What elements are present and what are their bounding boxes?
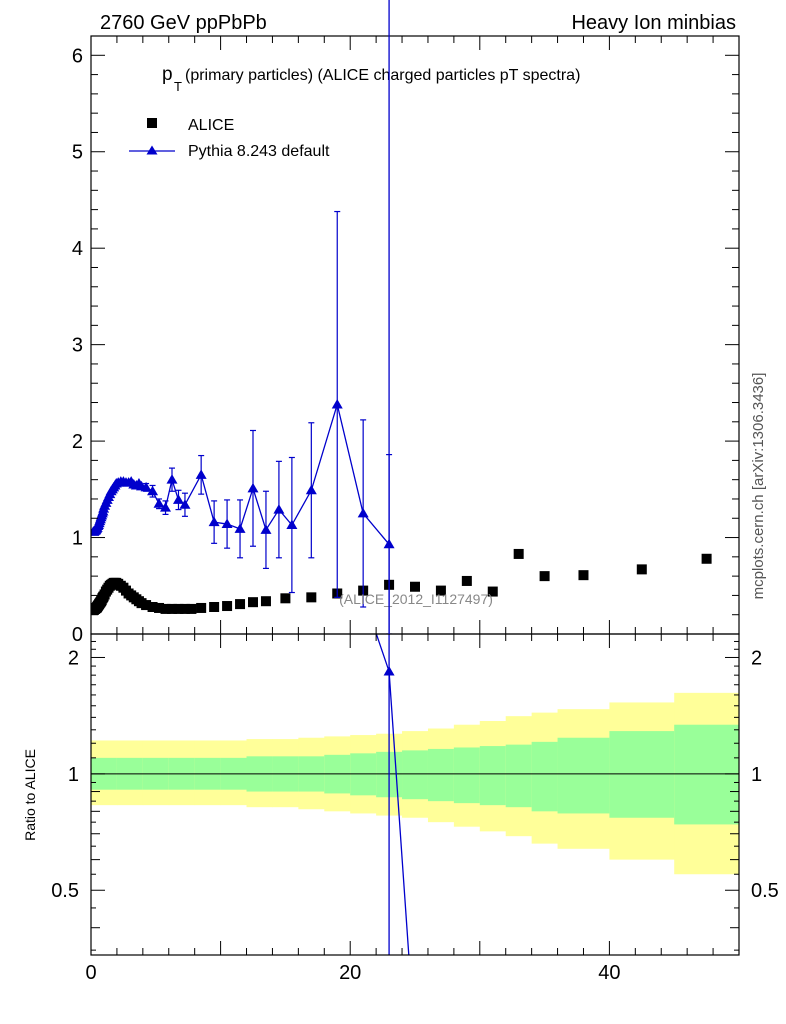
main-y-tick-label: 5 <box>72 142 83 164</box>
ratio-y-tick-label: 2 <box>68 647 79 669</box>
legend-label-pythia: Pythia 8.243 default <box>188 143 330 160</box>
ratio-band-inner <box>453 747 481 804</box>
ratio-band-inner <box>479 746 507 806</box>
chart-title-subscript: T <box>174 79 182 94</box>
legend-marker-alice <box>147 118 157 128</box>
alice-point <box>260 596 271 607</box>
pythia-point <box>260 524 272 534</box>
pythia-point <box>179 499 191 509</box>
alice-point <box>179 603 190 614</box>
pythia-point <box>166 474 178 484</box>
pythia-point <box>247 482 259 493</box>
ratio-band-inner <box>427 748 455 802</box>
pythia-line <box>93 401 390 545</box>
pythia-point <box>305 484 317 495</box>
ratio-y-tick-label-right: 1 <box>751 764 762 786</box>
pythia-point <box>147 485 159 496</box>
ratio-y-tick-label: 1 <box>68 764 79 786</box>
alice-point <box>160 603 171 614</box>
alice-point <box>280 593 291 604</box>
ratio-band-inner <box>531 741 559 812</box>
pythia-point <box>357 507 369 518</box>
main-y-tick-label: 2 <box>72 431 83 453</box>
alice-point <box>196 602 207 613</box>
header-right: Heavy Ion minbias <box>571 12 736 34</box>
pythia-point <box>331 398 343 409</box>
x-tick-label: 0 <box>85 962 96 984</box>
pythia-point <box>195 469 207 479</box>
alice-point <box>186 603 197 614</box>
ratio-y-tick-label-right: 2 <box>751 647 762 669</box>
pythia-point <box>153 498 165 508</box>
alice-point <box>173 603 184 614</box>
main-y-tick-label: 1 <box>72 528 83 550</box>
ratio-band-inner <box>674 724 739 825</box>
ratio-frame <box>90 633 740 956</box>
x-tick-label: 40 <box>598 962 620 984</box>
ratio-band-inner <box>609 731 675 818</box>
alice-point <box>306 592 317 603</box>
ratio-ylabel: Ratio to ALICE <box>22 749 38 841</box>
alice-point <box>636 564 647 575</box>
alice-point <box>235 599 246 610</box>
ratio-band-inner <box>402 750 429 800</box>
alice-point <box>154 602 165 613</box>
legend: ALICE Pythia 8.243 default <box>129 117 330 160</box>
alice-point <box>248 597 258 608</box>
pythia-point <box>273 504 285 514</box>
pythia-point <box>172 494 184 504</box>
header-left: 2760 GeV ppPbPb <box>100 12 267 34</box>
alice-point <box>435 585 446 596</box>
alice-point <box>578 570 589 581</box>
side-label: mcplots.cern.ch [arXiv:1306.3436] <box>750 373 767 600</box>
ratio-band-inner <box>505 744 533 808</box>
pythia-point <box>160 502 172 512</box>
main-y-tick-label: 3 <box>72 335 83 357</box>
alice-point <box>410 581 420 592</box>
main-y-tick-label: 4 <box>72 238 83 260</box>
alice-point <box>209 601 220 612</box>
pythia-point <box>221 518 233 529</box>
analysis-label: (ALICE_2012_I1127497) <box>339 591 493 607</box>
alice-point <box>701 553 712 564</box>
legend-label-alice: ALICE <box>188 117 234 134</box>
alice-point <box>141 600 152 611</box>
chart-title: (primary particles) (ALICE charged parti… <box>185 67 580 84</box>
alice-point <box>461 575 472 586</box>
ratio-y-tick-label-right: 0.5 <box>751 880 779 902</box>
alice-point <box>167 603 177 614</box>
x-tick-label: 20 <box>339 962 361 984</box>
pythia-point <box>140 481 152 492</box>
alice-point <box>222 601 233 612</box>
main-y-tick-label: 6 <box>72 45 83 67</box>
pythia-point <box>208 516 220 527</box>
chart-title-symbol: p <box>162 64 173 85</box>
alice-point <box>147 601 158 612</box>
main-y-tick-label: 0 <box>72 624 83 646</box>
alice-point <box>513 548 524 559</box>
pythia-point <box>286 519 298 530</box>
ratio-y-tick-label: 0.5 <box>51 880 79 902</box>
legend-marker-pythia <box>146 145 158 155</box>
pythia-point <box>234 523 246 533</box>
ratio-band-inner <box>557 737 610 814</box>
alice-point <box>539 571 550 582</box>
alice-point <box>487 586 498 597</box>
